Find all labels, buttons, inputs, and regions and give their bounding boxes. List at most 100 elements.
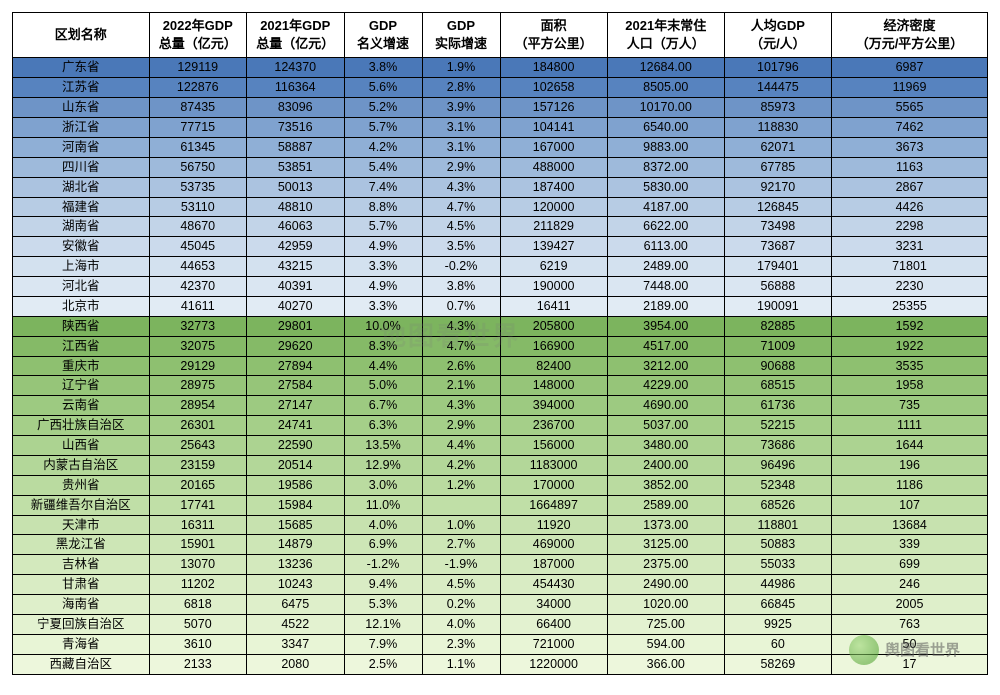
cell-den: 11969 bbox=[832, 78, 988, 98]
cell-den: 339 bbox=[832, 535, 988, 555]
cell-g21: 50013 bbox=[247, 177, 345, 197]
cell-pc: 68515 bbox=[724, 376, 831, 396]
cell-den: 2005 bbox=[832, 595, 988, 615]
cell-g22: 45045 bbox=[149, 237, 247, 257]
cell-name: 吉林省 bbox=[13, 555, 150, 575]
cell-pop: 3954.00 bbox=[607, 316, 724, 336]
cell-pc: 96496 bbox=[724, 455, 831, 475]
cell-area: 454430 bbox=[500, 575, 607, 595]
cell-pop: 3852.00 bbox=[607, 475, 724, 495]
cell-pc: 9925 bbox=[724, 614, 831, 634]
cell-g21: 22590 bbox=[247, 436, 345, 456]
cell-pop: 2400.00 bbox=[607, 455, 724, 475]
cell-pop: 2490.00 bbox=[607, 575, 724, 595]
cell-den: 1958 bbox=[832, 376, 988, 396]
cell-g21: 10243 bbox=[247, 575, 345, 595]
cell-pc: 126845 bbox=[724, 197, 831, 217]
table-row: 河北省42370403914.9%3.8%1900007448.00568882… bbox=[13, 277, 988, 297]
cell-den: 1111 bbox=[832, 416, 988, 436]
cell-den: 107 bbox=[832, 495, 988, 515]
cell-den: 17 bbox=[832, 654, 988, 674]
cell-pc: 55033 bbox=[724, 555, 831, 575]
cell-pc: 50883 bbox=[724, 535, 831, 555]
cell-pc: 92170 bbox=[724, 177, 831, 197]
cell-pop: 3480.00 bbox=[607, 436, 724, 456]
cell-ngr: 7.9% bbox=[344, 634, 422, 654]
cell-area: 205800 bbox=[500, 316, 607, 336]
cell-ngr: 6.7% bbox=[344, 396, 422, 416]
cell-pc: 73498 bbox=[724, 217, 831, 237]
cell-area: 184800 bbox=[500, 58, 607, 78]
cell-g21: 20514 bbox=[247, 455, 345, 475]
cell-ngr: 5.6% bbox=[344, 78, 422, 98]
table-row: 内蒙古自治区231592051412.9%4.2%11830002400.009… bbox=[13, 455, 988, 475]
cell-pc: 67785 bbox=[724, 157, 831, 177]
col-header-g22: 2022年GDP总量（亿元） bbox=[149, 13, 247, 58]
col-header-area: 面积（平方公里） bbox=[500, 13, 607, 58]
cell-g21: 27894 bbox=[247, 356, 345, 376]
cell-pop: 366.00 bbox=[607, 654, 724, 674]
cell-rgr: 4.4% bbox=[422, 436, 500, 456]
cell-pc: 71009 bbox=[724, 336, 831, 356]
cell-pop: 725.00 bbox=[607, 614, 724, 634]
table-header: 区划名称2022年GDP总量（亿元）2021年GDP总量（亿元）GDP名义增速G… bbox=[13, 13, 988, 58]
cell-g22: 77715 bbox=[149, 118, 247, 138]
cell-name: 山西省 bbox=[13, 436, 150, 456]
cell-pc: 118830 bbox=[724, 118, 831, 138]
cell-g22: 41611 bbox=[149, 296, 247, 316]
cell-ngr: 6.3% bbox=[344, 416, 422, 436]
cell-den: 3231 bbox=[832, 237, 988, 257]
cell-ngr: 5.0% bbox=[344, 376, 422, 396]
cell-ngr: 13.5% bbox=[344, 436, 422, 456]
cell-g21: 40391 bbox=[247, 277, 345, 297]
cell-name: 天津市 bbox=[13, 515, 150, 535]
cell-pop: 6540.00 bbox=[607, 118, 724, 138]
cell-g22: 25643 bbox=[149, 436, 247, 456]
table-row: 新疆维吾尔自治区177411598411.0%16648972589.00685… bbox=[13, 495, 988, 515]
cell-pop: 2375.00 bbox=[607, 555, 724, 575]
cell-name: 北京市 bbox=[13, 296, 150, 316]
cell-den: 1922 bbox=[832, 336, 988, 356]
cell-pop: 594.00 bbox=[607, 634, 724, 654]
cell-ngr: 4.2% bbox=[344, 137, 422, 157]
cell-name: 贵州省 bbox=[13, 475, 150, 495]
cell-rgr bbox=[422, 495, 500, 515]
cell-g21: 13236 bbox=[247, 555, 345, 575]
cell-rgr: 0.2% bbox=[422, 595, 500, 615]
cell-area: 148000 bbox=[500, 376, 607, 396]
cell-area: 170000 bbox=[500, 475, 607, 495]
cell-pc: 68526 bbox=[724, 495, 831, 515]
cell-area: 156000 bbox=[500, 436, 607, 456]
cell-ngr: 7.4% bbox=[344, 177, 422, 197]
cell-g21: 83096 bbox=[247, 98, 345, 118]
cell-pop: 4517.00 bbox=[607, 336, 724, 356]
cell-pop: 2489.00 bbox=[607, 257, 724, 277]
cell-pop: 6113.00 bbox=[607, 237, 724, 257]
cell-pop: 6622.00 bbox=[607, 217, 724, 237]
cell-area: 16411 bbox=[500, 296, 607, 316]
cell-rgr: 1.2% bbox=[422, 475, 500, 495]
cell-name: 湖北省 bbox=[13, 177, 150, 197]
cell-ngr: 4.9% bbox=[344, 277, 422, 297]
cell-g22: 53735 bbox=[149, 177, 247, 197]
cell-pop: 3125.00 bbox=[607, 535, 724, 555]
cell-den: 246 bbox=[832, 575, 988, 595]
cell-pop: 7448.00 bbox=[607, 277, 724, 297]
table-row: 山东省87435830965.2%3.9%15712610170.0085973… bbox=[13, 98, 988, 118]
cell-g22: 26301 bbox=[149, 416, 247, 436]
cell-den: 50 bbox=[832, 634, 988, 654]
table-row: 吉林省1307013236-1.2%-1.9%1870002375.005503… bbox=[13, 555, 988, 575]
cell-rgr: 2.7% bbox=[422, 535, 500, 555]
cell-den: 2230 bbox=[832, 277, 988, 297]
cell-g21: 58887 bbox=[247, 137, 345, 157]
cell-pc: 73687 bbox=[724, 237, 831, 257]
cell-g22: 13070 bbox=[149, 555, 247, 575]
table-row: 安徽省45045429594.9%3.5%1394276113.00736873… bbox=[13, 237, 988, 257]
cell-den: 2298 bbox=[832, 217, 988, 237]
table-row: 甘肃省11202102439.4%4.5%4544302490.00449862… bbox=[13, 575, 988, 595]
cell-den: 5565 bbox=[832, 98, 988, 118]
cell-pc: 52348 bbox=[724, 475, 831, 495]
cell-rgr: 1.1% bbox=[422, 654, 500, 674]
cell-rgr: 2.1% bbox=[422, 376, 500, 396]
cell-name: 青海省 bbox=[13, 634, 150, 654]
